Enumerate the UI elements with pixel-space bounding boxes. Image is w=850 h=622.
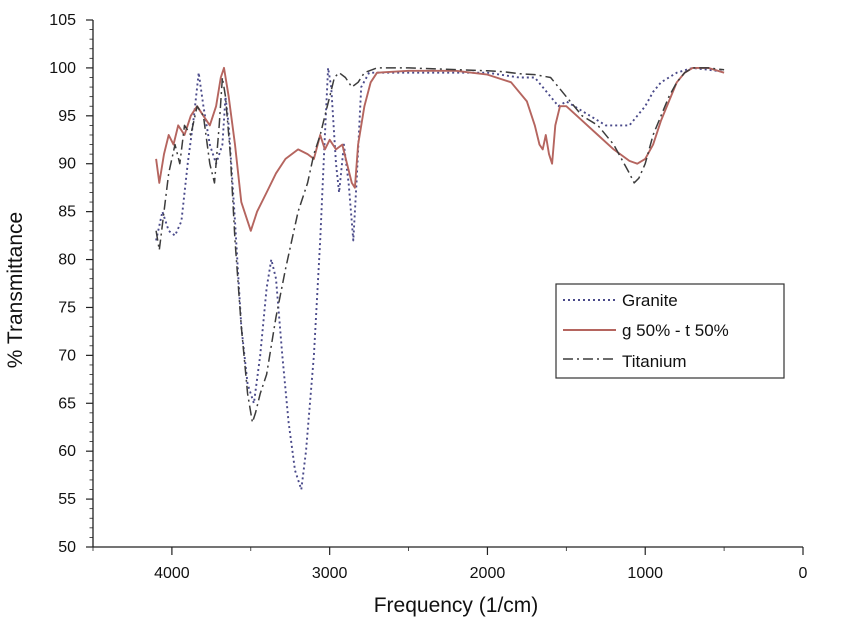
x-tick-label: 4000: [154, 565, 190, 582]
y-tick-label: 70: [58, 347, 76, 364]
legend-label-granite: Granite: [622, 291, 678, 310]
plot-lines: [155, 66, 725, 491]
y-tick-label: 55: [58, 491, 76, 508]
x-axis-title: Frequency (1/cm): [374, 594, 539, 617]
y-tick-label: 95: [58, 108, 76, 125]
ticks: 50 55 60 65 70 75 80 85 90 95 100 105 4000 3000 2000 10…: [49, 12, 807, 582]
y-tick-label: 65: [58, 395, 76, 412]
legend-label-titanium: Titanium: [622, 352, 687, 371]
y-tick-label: 80: [58, 252, 76, 269]
y-tick-label: 105: [49, 12, 76, 29]
y-tick-label: 50: [58, 539, 76, 556]
series-line-g-50-t-50: [155, 66, 725, 232]
x-tick-label: 0: [799, 565, 808, 582]
legend-label-mix: g 50% - t 50%: [622, 321, 729, 340]
x-tick-label: 3000: [312, 565, 348, 582]
y-axis-title: % Transmittance: [4, 212, 27, 368]
y-tick-label: 75: [58, 299, 76, 316]
series-line-granite: [155, 66, 725, 491]
x-tick-label: 1000: [627, 565, 663, 582]
x-tick-label: 2000: [470, 565, 506, 582]
y-tick-label: 85: [58, 204, 76, 221]
y-tick-label: 90: [58, 156, 76, 173]
y-tick-label: 60: [58, 443, 76, 460]
axes: [92, 20, 803, 548]
series-line-titanium: [155, 67, 725, 424]
legend: Granite g 50% - t 50% Titanium: [555, 283, 785, 379]
y-tick-label: 100: [49, 60, 76, 77]
